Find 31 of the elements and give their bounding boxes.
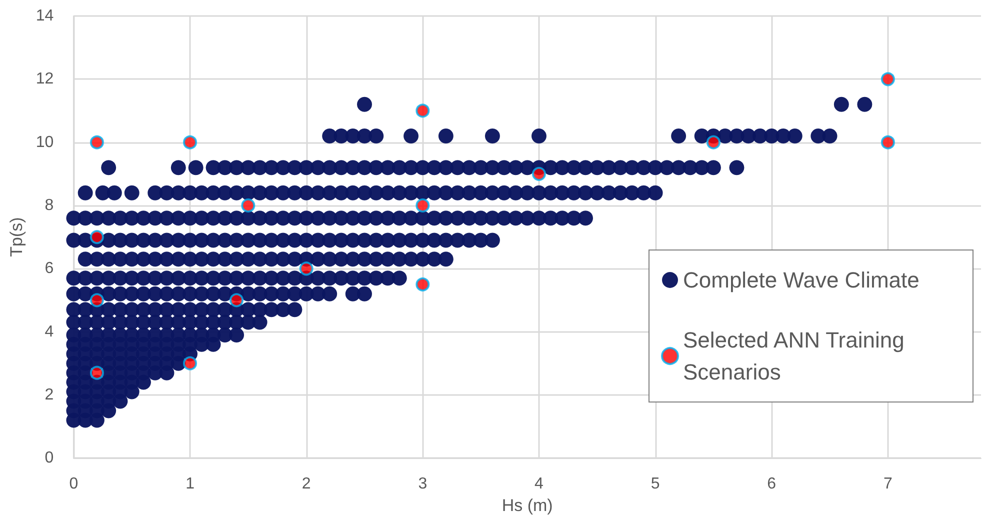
x-tick-label: 5 <box>650 476 660 493</box>
x-tick-label: 3 <box>418 476 428 493</box>
y-tick-label: 0 <box>44 450 54 467</box>
y-axis-title: Tp(s) <box>7 217 26 257</box>
y-tick-label: 2 <box>44 386 54 404</box>
x-tick-label: 1 <box>186 476 195 493</box>
y-tick-label: 10 <box>36 134 54 151</box>
point <box>416 198 430 212</box>
point <box>880 72 895 86</box>
point <box>706 135 720 150</box>
y-tick-label: 4 <box>44 323 54 340</box>
x-tick-label: 7 <box>883 476 892 493</box>
x-tick-label: 0 <box>69 476 78 493</box>
point <box>90 135 104 150</box>
x-tick-label: 6 <box>767 476 776 493</box>
point <box>880 135 895 150</box>
legend-label: Selected ANN Training Scenarios <box>683 328 910 384</box>
point <box>532 166 546 181</box>
y-tick-label: 6 <box>44 260 54 278</box>
point <box>90 230 104 244</box>
legend-label: Complete Wave Climate <box>683 268 920 292</box>
point <box>416 277 430 292</box>
point <box>183 135 198 150</box>
y-tick-label: 12 <box>36 70 54 88</box>
x-tick-label: 2 <box>302 476 311 493</box>
y-tick-label: 14 <box>36 8 54 24</box>
x-axis-title: Hs (m) <box>502 496 553 515</box>
point <box>416 104 430 118</box>
point <box>241 198 256 212</box>
x-tick-label: 4 <box>534 476 544 493</box>
y-tick-label: 8 <box>44 196 54 214</box>
